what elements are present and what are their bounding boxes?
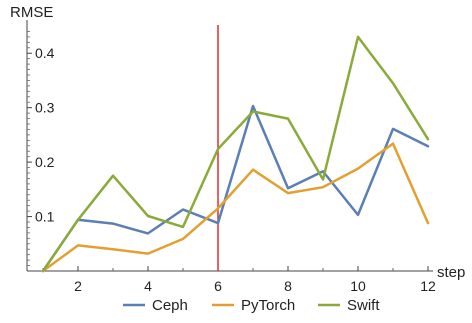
x-tick-label: 6	[214, 278, 222, 294]
x-tick-label: 4	[144, 278, 152, 294]
x-tick-label: 8	[284, 278, 292, 294]
x-tick-label: 10	[350, 278, 366, 294]
y-tick-label: 0.1	[35, 209, 55, 225]
x-tick-label: 12	[420, 278, 436, 294]
legend: Ceph PyTorch Swift	[123, 297, 380, 314]
legend-label-ceph: Ceph	[152, 297, 188, 314]
series-line-pytorch	[41, 142, 430, 273]
axes	[26, 20, 433, 272]
y-tick-label: 0.4	[35, 45, 55, 61]
legend-label-pytorch: PyTorch	[241, 297, 295, 314]
series-layer	[41, 35, 430, 273]
legend-label-swift: Swift	[347, 297, 380, 314]
y-axis-title: RMSE	[10, 4, 53, 21]
x-axis-title: step	[437, 264, 465, 281]
y-tick-label: 0.3	[35, 100, 55, 116]
x-tick-label: 2	[74, 278, 82, 294]
y-tick-label: 0.2	[35, 154, 55, 170]
series-line-swift	[41, 35, 430, 273]
ticks: 2 4 6 8 10 12 0.1 0.2 0.3 0.4	[27, 31, 436, 294]
series-line-ceph	[41, 104, 430, 273]
